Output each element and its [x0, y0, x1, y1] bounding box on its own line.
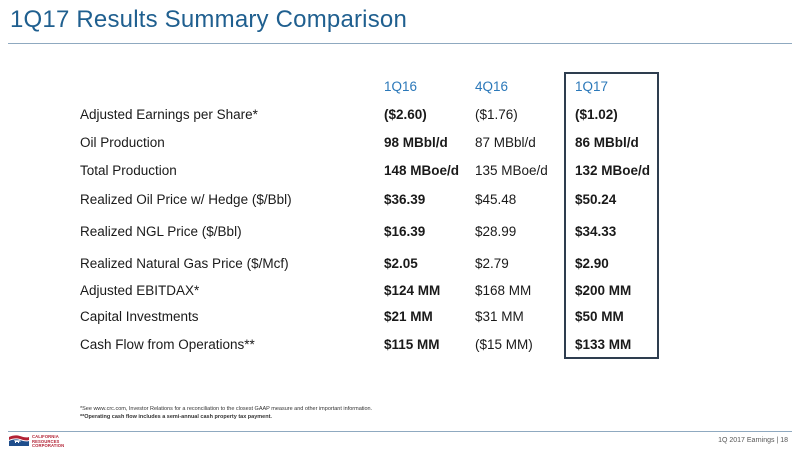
cell-1q16: $36.39 — [384, 192, 426, 207]
title-divider — [8, 43, 792, 44]
cell-4q16: $31 MM — [475, 309, 524, 324]
row-label: Realized Oil Price w/ Hedge ($/Bbl) — [80, 192, 292, 207]
footnote-gaap-reconciliation: *See www.crc.com, Investor Relations for… — [80, 406, 373, 412]
cell-1q16: $21 MM — [384, 309, 433, 324]
row-label: Capital Investments — [80, 309, 199, 324]
row-label: Cash Flow from Operations** — [80, 337, 255, 352]
cell-1q16: $115 MM — [384, 337, 440, 352]
row-label: Adjusted Earnings per Share* — [80, 107, 258, 122]
row-label: Total Production — [80, 163, 177, 178]
cell-1q17: $50 MM — [575, 309, 624, 324]
cell-4q16: 135 MBoe/d — [475, 163, 548, 178]
company-logo: CALIFORNIA RESOURCES CORPORATION — [8, 434, 74, 449]
cell-1q17: ($1.02) — [575, 107, 618, 122]
logo-wordmark: CALIFORNIA RESOURCES CORPORATION — [32, 434, 65, 449]
cell-4q16: $2.79 — [475, 256, 509, 271]
table-row: Adjusted EBITDAX* $124 MM $168 MM $200 M… — [0, 278, 800, 304]
cell-1q16: $16.39 — [384, 224, 426, 239]
table-row: Cash Flow from Operations** $115 MM ($15… — [0, 332, 800, 358]
table-row: Realized Natural Gas Price ($/Mcf) $2.05… — [0, 251, 800, 277]
cell-1q17: $200 MM — [575, 283, 632, 298]
cell-1q17: 132 MBoe/d — [575, 163, 651, 178]
cell-1q16: $2.05 — [384, 256, 418, 271]
cell-1q17: $50.24 — [575, 192, 617, 207]
cell-1q16: $124 MM — [384, 283, 441, 298]
cell-4q16: $28.99 — [475, 224, 517, 239]
cell-1q17: 86 MBbl/d — [575, 135, 639, 150]
table-row: Realized Oil Price w/ Hedge ($/Bbl) $36.… — [0, 187, 800, 213]
table-row: Adjusted Earnings per Share* ($2.60) ($1… — [0, 102, 800, 128]
table-row: Capital Investments $21 MM $31 MM $50 MM — [0, 304, 800, 330]
cell-4q16: $45.48 — [475, 192, 517, 207]
footnotes: *See www.crc.com, Investor Relations for… — [80, 405, 372, 421]
footer-divider — [8, 431, 792, 432]
cell-4q16: 87 MBbl/d — [475, 135, 536, 150]
table-row: Oil Production 98 MBbl/d 87 MBbl/d 86 MB… — [0, 130, 800, 156]
page-title: 1Q17 Results Summary Comparison — [10, 6, 408, 33]
table-header-row: 1Q16 4Q16 1Q17 — [0, 74, 800, 100]
footnote-operating-cash-flow: **Operating cash flow includes a semi-an… — [80, 414, 272, 420]
cell-4q16: ($15 MM) — [475, 337, 533, 352]
cell-4q16: $168 MM — [475, 283, 532, 298]
column-header-1q16: 1Q16 — [384, 79, 418, 94]
cell-1q17: $34.33 — [575, 224, 617, 239]
page-footer-label: 1Q 2017 Earnings | 18 — [718, 437, 788, 444]
cell-4q16: ($1.76) — [475, 107, 518, 122]
row-label: Adjusted EBITDAX* — [80, 283, 200, 298]
table-row: Realized NGL Price ($/Bbl) $16.39 $28.99… — [0, 219, 800, 245]
column-header-4q16: 4Q16 — [475, 79, 509, 94]
california-bear-flag-icon — [9, 435, 29, 446]
row-label: Realized Natural Gas Price ($/Mcf) — [80, 256, 289, 271]
cell-1q16: 98 MBbl/d — [384, 135, 448, 150]
row-label: Oil Production — [80, 135, 165, 150]
cell-1q16: ($2.60) — [384, 107, 427, 122]
cell-1q16: 148 MBoe/d — [384, 163, 460, 178]
column-header-1q17: 1Q17 — [575, 79, 609, 94]
current-quarter-highlight-box — [564, 72, 659, 359]
row-label: Realized NGL Price ($/Bbl) — [80, 224, 242, 239]
table-row: Total Production 148 MBoe/d 135 MBoe/d 1… — [0, 158, 800, 184]
cell-1q17: $133 MM — [575, 337, 632, 352]
cell-1q17: $2.90 — [575, 256, 609, 271]
